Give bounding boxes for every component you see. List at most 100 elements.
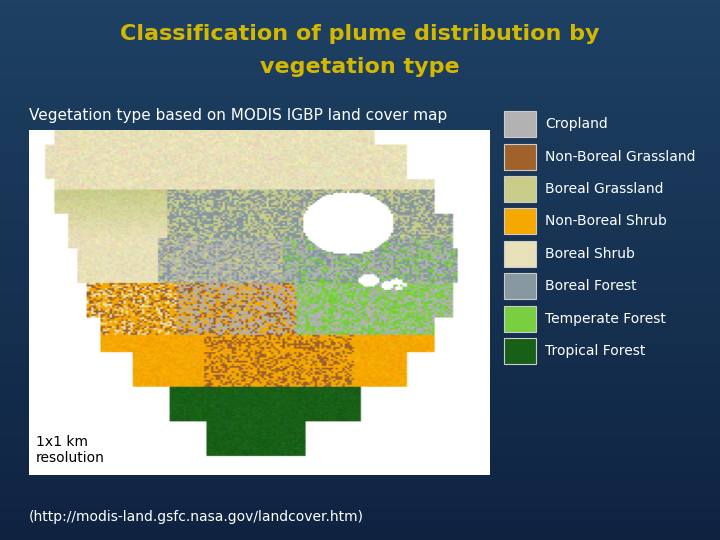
Bar (0, 315, 720, 320)
Bar (0, 239, 720, 243)
Bar (0, 526, 720, 531)
Bar (0, 40, 720, 45)
Bar (0, 0, 720, 4)
Text: 1x1 km
resolution: 1x1 km resolution (36, 435, 104, 465)
Text: Boreal Shrub: Boreal Shrub (545, 247, 635, 261)
Bar (0, 436, 720, 441)
Bar (0, 279, 720, 284)
Bar (0, 374, 720, 378)
Bar (0, 189, 720, 193)
Bar (0, 446, 720, 450)
Bar (0, 45, 720, 50)
Bar (0, 94, 720, 99)
Bar (0, 333, 720, 338)
Text: Non-Boreal Shrub: Non-Boreal Shrub (545, 214, 667, 228)
Bar (0, 441, 720, 445)
Text: Cropland: Cropland (545, 117, 608, 131)
Bar (0, 423, 720, 428)
Bar (0, 486, 720, 490)
Text: Boreal Grassland: Boreal Grassland (545, 182, 664, 196)
Bar (0, 23, 720, 27)
Bar (0, 85, 720, 90)
Text: Tropical Forest: Tropical Forest (545, 344, 645, 358)
Bar (0, 500, 720, 504)
Bar (0, 198, 720, 202)
Bar (0, 36, 720, 40)
Bar (0, 468, 720, 472)
Bar (0, 252, 720, 256)
Text: vegetation type: vegetation type (260, 57, 460, 77)
Bar (0, 58, 720, 63)
Bar (0, 414, 720, 418)
Bar (0, 108, 720, 112)
Bar (0, 297, 720, 301)
Bar (0, 504, 720, 509)
Text: Boreal Forest: Boreal Forest (545, 279, 636, 293)
Bar (0, 50, 720, 54)
Bar (0, 171, 720, 176)
Bar (0, 126, 720, 131)
Bar (0, 418, 720, 423)
Bar (0, 256, 720, 261)
Bar (0, 104, 720, 108)
Bar (0, 202, 720, 207)
Bar (0, 517, 720, 522)
Bar (0, 382, 720, 387)
Bar (0, 364, 720, 369)
Bar (0, 320, 720, 324)
Bar (0, 225, 720, 229)
Bar (0, 324, 720, 328)
Bar (0, 522, 720, 526)
Bar (0, 288, 720, 293)
Bar (0, 193, 720, 198)
Bar (0, 148, 720, 153)
Bar (0, 450, 720, 455)
Bar (0, 266, 720, 270)
Bar (0, 14, 720, 18)
Bar (0, 310, 720, 315)
Bar (0, 54, 720, 58)
Text: Non-Boreal Grassland: Non-Boreal Grassland (545, 150, 696, 164)
Bar (0, 63, 720, 68)
Bar (0, 472, 720, 477)
Bar (0, 477, 720, 482)
Bar (0, 513, 720, 517)
Bar (0, 4, 720, 9)
Text: (http://modis-land.gsfc.nasa.gov/landcover.htm): (http://modis-land.gsfc.nasa.gov/landcov… (29, 510, 364, 524)
Bar (0, 180, 720, 185)
Bar (0, 207, 720, 212)
Bar (0, 158, 720, 162)
Bar (0, 387, 720, 392)
Bar (0, 396, 720, 401)
Bar (0, 243, 720, 247)
Bar (0, 482, 720, 486)
Bar (0, 401, 720, 405)
Bar (0, 216, 720, 220)
Bar (0, 112, 720, 117)
Bar (0, 117, 720, 122)
Bar (0, 369, 720, 374)
Bar (0, 409, 720, 414)
Bar (0, 463, 720, 468)
Bar (0, 284, 720, 288)
Bar (0, 270, 720, 274)
Bar (0, 153, 720, 158)
Bar (0, 68, 720, 72)
Bar (0, 212, 720, 216)
Bar (0, 455, 720, 459)
Bar (0, 392, 720, 396)
Bar (0, 176, 720, 180)
Bar (0, 338, 720, 342)
Bar (0, 378, 720, 382)
Bar (0, 166, 720, 171)
Bar (0, 72, 720, 77)
Bar (0, 234, 720, 239)
Bar (0, 432, 720, 436)
Text: Temperate Forest: Temperate Forest (545, 312, 666, 326)
Bar (0, 351, 720, 355)
Text: Classification of plume distribution by: Classification of plume distribution by (120, 24, 600, 44)
Bar (0, 490, 720, 495)
Bar (0, 306, 720, 310)
Bar (0, 347, 720, 351)
Bar (0, 328, 720, 333)
